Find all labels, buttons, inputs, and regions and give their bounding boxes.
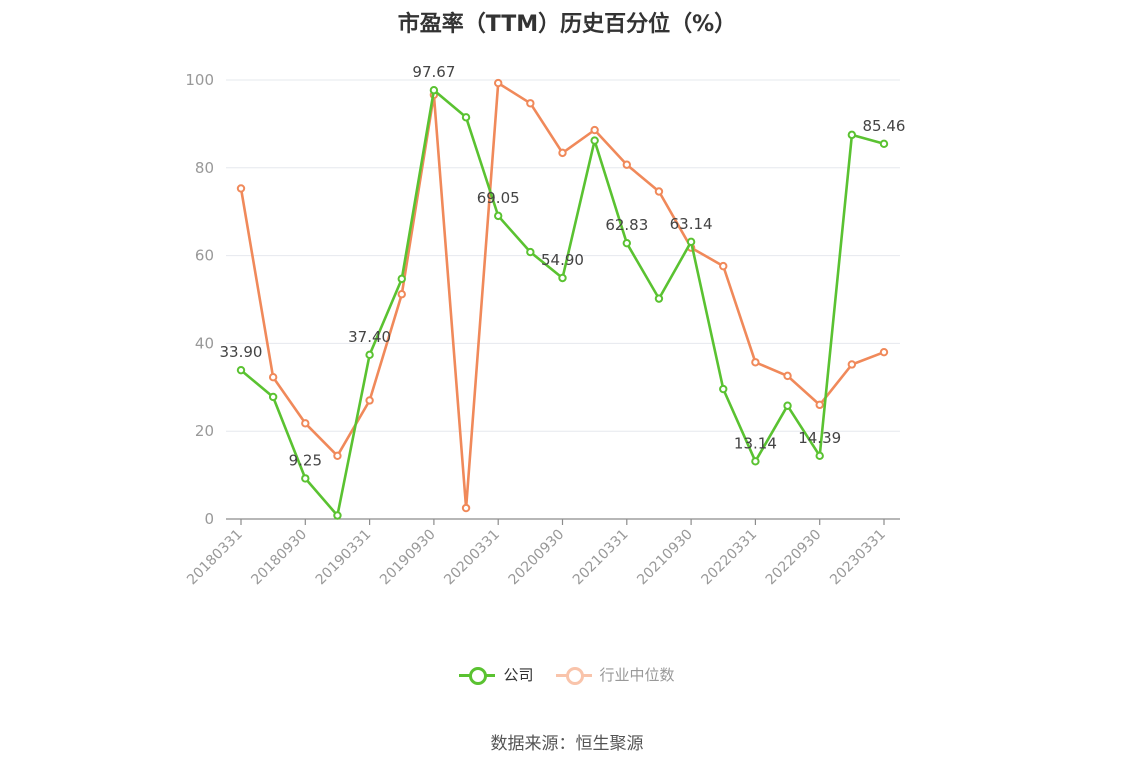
x-tick-label: 20220930 — [763, 527, 825, 589]
chart-legend: 公司 行业中位数 — [0, 664, 1134, 685]
data-point — [333, 451, 342, 460]
data-point — [558, 273, 567, 283]
x-tick-label: 20180930 — [248, 527, 310, 589]
data-point — [879, 139, 889, 149]
series-line-1 — [239, 81, 885, 510]
x-tick-label: 20200930 — [506, 527, 568, 589]
legend-swatch-industry — [555, 666, 592, 685]
data-point — [365, 350, 374, 360]
data-label: 97.67 — [412, 63, 455, 81]
y-tick-label: 100 — [185, 71, 214, 89]
y-tick-label: 0 — [204, 510, 214, 528]
data-point — [268, 392, 278, 402]
data-point — [783, 371, 792, 381]
data-label: 69.05 — [477, 189, 520, 207]
data-point — [815, 400, 824, 410]
y-tick-label: 20 — [195, 422, 214, 440]
x-tick-label: 20190930 — [377, 527, 439, 589]
data-point — [526, 247, 535, 257]
data-label: 33.90 — [220, 343, 263, 361]
data-point — [879, 347, 889, 357]
data-point — [397, 290, 406, 299]
data-label: 13.14 — [734, 434, 777, 452]
data-label: 63.14 — [670, 215, 713, 233]
x-tick-label: 20180331 — [184, 527, 246, 589]
data-point — [494, 211, 503, 221]
data-point — [236, 365, 246, 375]
x-tick-label: 20190331 — [313, 527, 375, 589]
data-point — [268, 373, 278, 382]
data-source: 数据来源：恒生聚源 — [490, 734, 644, 754]
data-point — [719, 261, 728, 271]
chart-title: 市盈率（TTM）历史百分位（%） — [397, 12, 737, 37]
data-point — [461, 503, 471, 513]
x-tick-label: 20210930 — [634, 527, 696, 589]
data-point — [301, 419, 310, 428]
data-point — [686, 237, 696, 247]
data-point — [622, 238, 631, 248]
x-tick-label: 20230331 — [827, 527, 889, 589]
data-point — [236, 184, 246, 193]
y-tick-label: 40 — [195, 334, 214, 352]
data-point — [622, 160, 631, 169]
data-label: 62.83 — [605, 216, 648, 234]
x-tick-label: 20200331 — [441, 527, 503, 589]
data-point — [333, 511, 342, 520]
x-tick-label: 20210331 — [570, 527, 632, 589]
data-label: 85.46 — [863, 117, 906, 135]
data-point — [783, 401, 792, 410]
data-label: 14.39 — [798, 429, 841, 447]
data-point — [751, 457, 760, 466]
data-point — [654, 294, 664, 303]
data-point — [494, 78, 503, 88]
legend-label-industry: 行业中位数 — [599, 666, 675, 684]
line-chart: 0 20 40 60 80 100 20180331 20180930 20190331 2019… — [184, 63, 906, 589]
data-point — [301, 474, 310, 483]
data-point — [397, 274, 406, 284]
data-point — [590, 136, 599, 145]
x-tick-label: 20220331 — [699, 527, 761, 589]
y-tick-label: 60 — [195, 247, 214, 265]
data-point — [751, 358, 760, 367]
data-point — [719, 384, 728, 394]
data-point — [429, 86, 439, 95]
data-point — [654, 187, 664, 196]
data-label: 37.40 — [348, 328, 391, 346]
data-point — [847, 360, 857, 369]
data-label: 9.25 — [289, 451, 322, 469]
data-point — [815, 451, 824, 461]
data-point — [590, 125, 599, 135]
data-point — [526, 99, 535, 108]
data-point — [847, 130, 857, 140]
data-point — [461, 113, 471, 122]
data-point — [365, 396, 374, 405]
data-label: 54.90 — [541, 251, 584, 269]
legend-item-company[interactable]: 公司 — [459, 664, 534, 685]
legend-label-company: 公司 — [503, 666, 534, 684]
legend-swatch-company — [459, 666, 496, 685]
legend-item-industry[interactable]: 行业中位数 — [555, 664, 675, 685]
data-point — [558, 148, 567, 158]
y-tick-label: 80 — [195, 159, 214, 177]
